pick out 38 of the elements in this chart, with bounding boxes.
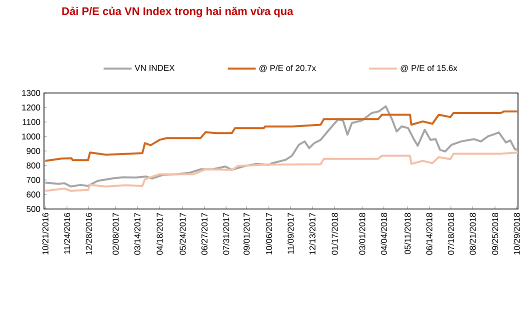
line-series xyxy=(44,151,518,192)
x-tick-label: 05/11/2018 xyxy=(404,212,411,254)
legend-label: @ P/E of 20.7x xyxy=(259,64,316,72)
x-tick-label: 10/21/2016 xyxy=(42,212,48,254)
x-tick-label: 07/31/2017 xyxy=(222,212,230,255)
x-tick-label: 03/01/2018 xyxy=(359,212,366,255)
legend-label: VN INDEX xyxy=(134,64,175,71)
x-tick-label: 04/04/2018 xyxy=(380,212,387,255)
x-tick-label: 12/28/2016 xyxy=(86,212,92,254)
y-tick-label: 900 xyxy=(26,148,40,154)
x-tick-label: 11/09/2017 xyxy=(287,212,294,254)
y-tick-label: 800 xyxy=(26,162,40,169)
x-tick-label: 09/25/2018 xyxy=(492,212,498,255)
chart-title: Dải P/E của VN Index trong hai năm vừa qua xyxy=(62,6,294,18)
x-tick-label: 01/17/2018 xyxy=(332,212,338,255)
x-tick-label: 06/27/2017 xyxy=(201,212,208,255)
line-series xyxy=(44,110,518,162)
x-tick-label: 10/29/2018 xyxy=(514,212,520,254)
line-series xyxy=(44,105,518,188)
x-tick-label: 10/06/2017 xyxy=(266,212,272,254)
y-tick-label: 1200 xyxy=(22,104,40,111)
x-tick-label: 08/21/2018 xyxy=(470,212,476,255)
x-tick-label: 12/13/2017 xyxy=(309,212,316,254)
y-tick-label: 1000 xyxy=(22,134,40,140)
x-tick-label: 11/24/2016 xyxy=(64,212,70,254)
legend-label: @ P/E of 15.6x xyxy=(400,64,458,72)
x-tick-label: 07/18/2018 xyxy=(448,212,454,255)
y-tick-label: 1300 xyxy=(22,90,40,96)
y-tick-label: 500 xyxy=(26,206,40,212)
x-tick-label: 02/08/2017 xyxy=(112,212,119,255)
x-tick-label: 06/14/2018 xyxy=(426,212,432,255)
x-tick-label: 04/18/2017 xyxy=(156,212,163,255)
x-tick-label: 09/01/2017 xyxy=(243,212,250,255)
x-tick-label: 03/14/2017 xyxy=(134,212,140,255)
y-tick-label: 1100 xyxy=(22,119,40,126)
x-tick-label: 05/24/2017 xyxy=(180,212,186,255)
y-tick-label: 600 xyxy=(26,192,40,198)
y-tick-label: 700 xyxy=(26,177,40,184)
